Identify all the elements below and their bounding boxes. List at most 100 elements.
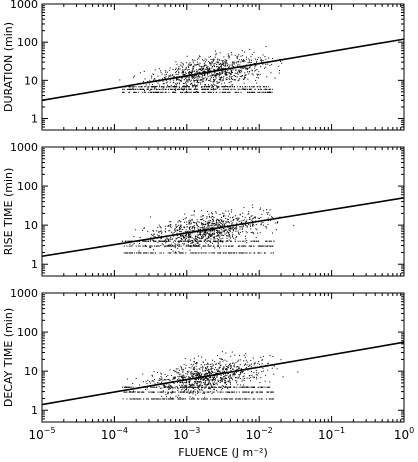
data-point <box>246 386 248 388</box>
data-point <box>200 375 202 377</box>
data-point <box>166 81 168 83</box>
data-point <box>190 91 192 93</box>
data-point <box>185 252 187 254</box>
data-point <box>239 226 241 228</box>
data-point <box>210 91 212 93</box>
data-point <box>199 245 201 247</box>
data-point <box>122 88 124 90</box>
data-point <box>183 237 185 239</box>
plot-frame <box>41 146 405 277</box>
data-point <box>167 84 169 86</box>
data-point <box>245 245 247 247</box>
data-point <box>168 238 170 240</box>
data-point <box>238 220 240 222</box>
data-point <box>238 69 240 71</box>
data-point <box>141 88 143 90</box>
data-point <box>251 204 253 206</box>
data-point <box>222 73 224 75</box>
data-point <box>193 222 195 224</box>
data-point <box>229 398 231 400</box>
data-point <box>208 383 210 385</box>
data-point <box>188 86 190 88</box>
data-point <box>208 85 210 87</box>
data-point <box>192 375 194 377</box>
data-point <box>212 229 214 231</box>
data-point <box>256 240 258 242</box>
data-point <box>141 86 143 88</box>
data-point <box>251 391 253 393</box>
data-point <box>191 385 193 387</box>
data-point <box>198 226 200 228</box>
data-point <box>234 238 236 240</box>
data-point <box>197 244 199 246</box>
data-point <box>233 366 235 368</box>
data-point <box>196 242 198 244</box>
data-point <box>176 230 178 232</box>
data-point <box>239 359 241 361</box>
data-point <box>172 232 174 234</box>
data-point <box>178 83 180 85</box>
data-point <box>160 373 162 375</box>
data-point <box>221 219 223 221</box>
data-point <box>212 223 214 225</box>
data-point <box>219 391 221 393</box>
data-point <box>169 221 171 223</box>
data-point <box>218 237 220 239</box>
data-point <box>178 384 180 386</box>
data-point <box>196 75 198 77</box>
data-point <box>227 373 229 375</box>
data-point <box>222 88 224 90</box>
data-point <box>238 88 240 90</box>
data-point <box>246 364 248 366</box>
data-point <box>161 398 163 400</box>
data-point <box>225 364 227 366</box>
data-point <box>252 357 254 359</box>
data-point <box>253 63 255 65</box>
data-point <box>239 245 241 247</box>
data-point <box>221 72 223 74</box>
data-point <box>207 378 209 380</box>
data-point <box>239 86 241 88</box>
data-point <box>239 64 241 66</box>
data-point <box>199 62 201 64</box>
data-point <box>204 88 206 90</box>
data-point <box>194 239 196 241</box>
data-point <box>263 245 265 247</box>
data-point <box>203 232 205 234</box>
data-point <box>269 391 271 393</box>
data-point <box>224 368 226 370</box>
data-point <box>250 88 252 90</box>
data-point <box>158 79 160 81</box>
data-point <box>221 240 223 242</box>
data-point <box>132 398 134 400</box>
data-point <box>235 75 237 77</box>
data-point <box>186 245 188 247</box>
data-point <box>203 68 205 70</box>
data-point <box>228 56 230 58</box>
data-point <box>207 68 209 70</box>
data-point <box>253 240 255 242</box>
data-point <box>188 76 190 78</box>
data-point <box>131 391 133 393</box>
data-point <box>130 398 132 400</box>
data-point <box>204 396 206 398</box>
data-point <box>225 377 227 379</box>
data-point <box>192 67 194 69</box>
data-point <box>256 376 258 378</box>
data-point <box>193 391 195 393</box>
data-point <box>218 63 220 65</box>
data-point <box>191 237 193 239</box>
data-point <box>256 76 258 78</box>
data-point <box>269 88 271 90</box>
data-point <box>176 84 178 86</box>
data-point <box>220 386 222 388</box>
data-point <box>221 60 223 62</box>
data-point <box>202 367 204 369</box>
data-point <box>271 64 273 66</box>
data-point <box>254 240 256 242</box>
data-point <box>199 229 201 231</box>
y-tick-label: 1 <box>31 113 38 126</box>
data-point <box>258 252 260 254</box>
data-point <box>206 88 208 90</box>
data-point <box>180 366 182 368</box>
